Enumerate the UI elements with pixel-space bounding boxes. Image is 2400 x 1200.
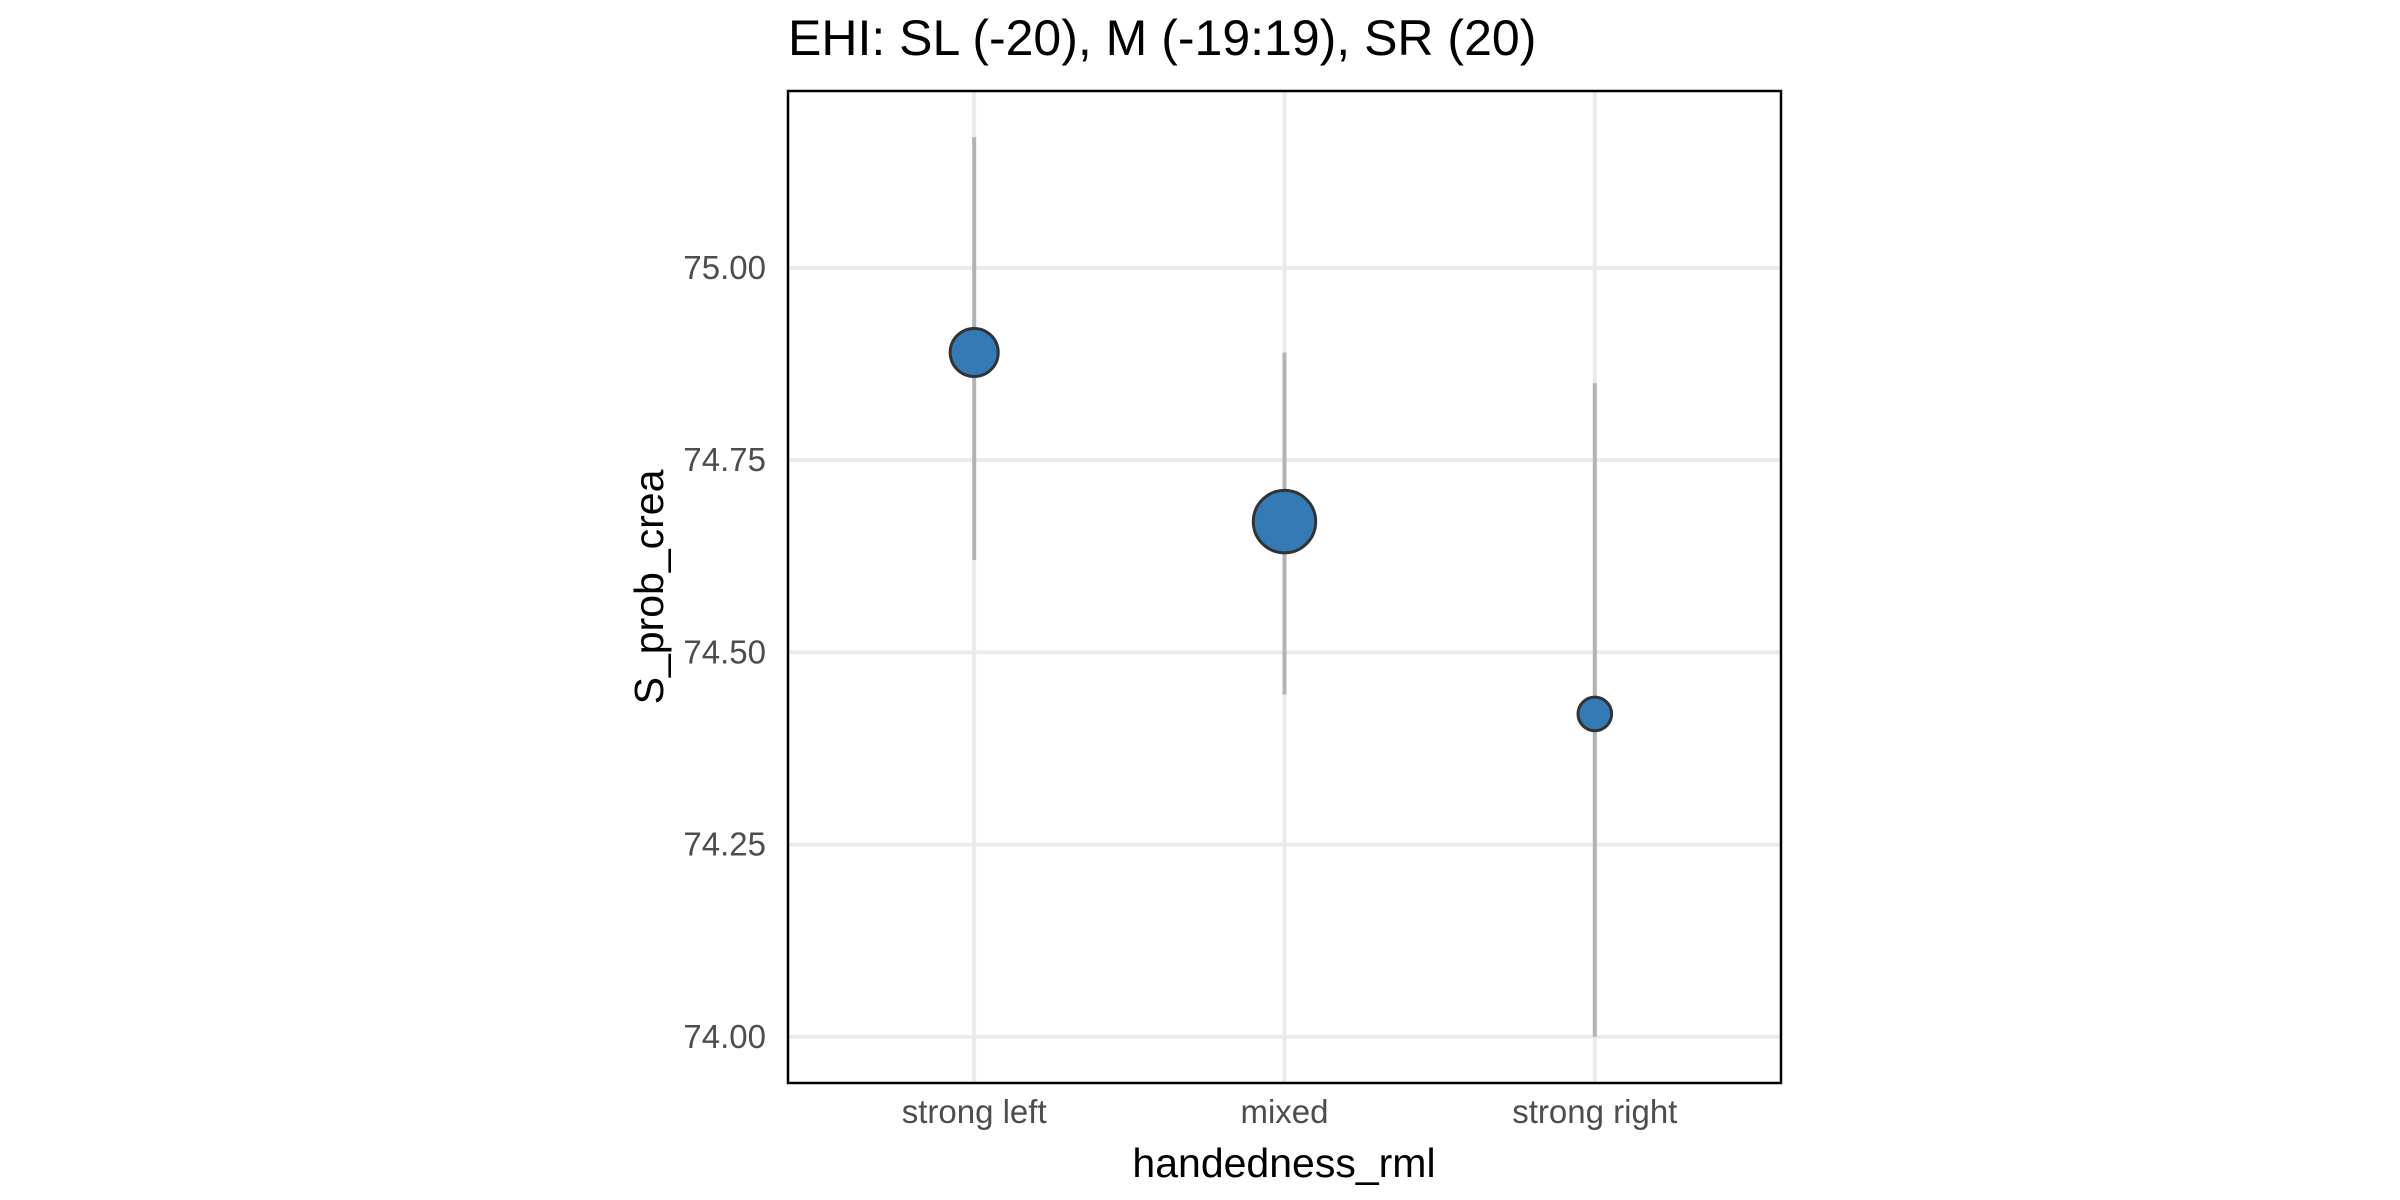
y-axis-title: S_prob_crea [626, 469, 672, 704]
y-tick-label: 75.00 [683, 249, 766, 286]
x-tick-labels: strong left mixed strong right [902, 1093, 1678, 1130]
y-tick-label: 74.25 [683, 826, 766, 863]
x-tick-label: mixed [1240, 1093, 1328, 1130]
data-point [948, 326, 1000, 378]
x-tick-label: strong right [1512, 1093, 1677, 1130]
y-tick-label: 74.75 [683, 441, 766, 478]
y-tick-label: 74.00 [683, 1018, 766, 1055]
data-point [1576, 695, 1614, 733]
x-axis-title: handedness_rml [1132, 1140, 1435, 1186]
data-point [1251, 488, 1318, 555]
chart-title: EHI: SL (-20), M (-19:19), SR (20) [788, 10, 1536, 66]
y-tick-label: 74.50 [683, 633, 766, 670]
x-tick-label: strong left [902, 1093, 1047, 1130]
y-tick-labels: 74.00 74.25 74.50 74.75 75.00 [683, 249, 766, 1055]
panel-border [786, 89, 1783, 1085]
data-points [948, 326, 1614, 733]
